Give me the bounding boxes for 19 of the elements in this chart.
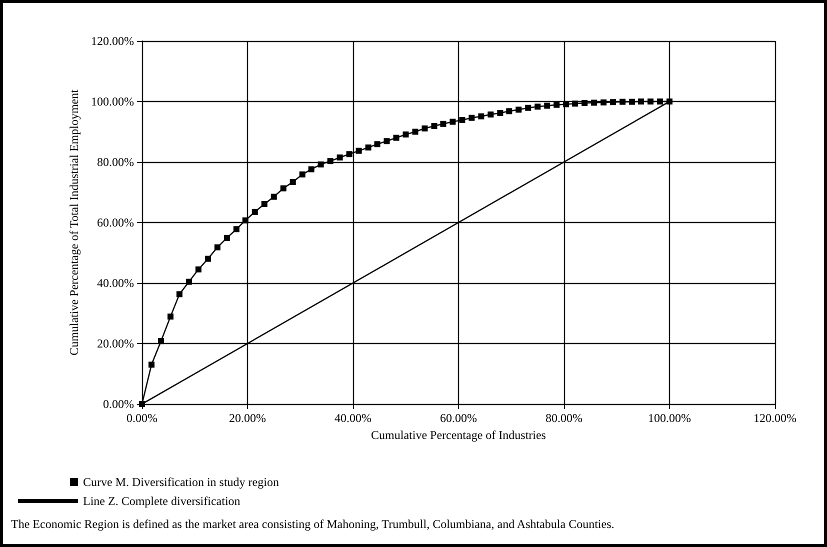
x-tick-label: 100.00% bbox=[648, 411, 691, 425]
x-tick-label: 20.00% bbox=[229, 411, 266, 425]
y-tick-label: 120.00% bbox=[91, 34, 134, 48]
y-tick-label: 40.00% bbox=[97, 276, 134, 290]
legend-label: Line Z. Complete diversification bbox=[83, 494, 240, 508]
y-tick-label: 80.00% bbox=[97, 155, 134, 169]
x-tick-label: 120.00% bbox=[754, 411, 796, 425]
y-tick-label: 20.00% bbox=[97, 336, 134, 350]
x-tick-label: 60.00% bbox=[440, 411, 477, 425]
x-tick-label: 0.00% bbox=[126, 411, 158, 425]
y-axis-title: Cumulative Percentage of Total Industrial Employment bbox=[67, 88, 82, 356]
y-tick-label: 100.00% bbox=[91, 94, 134, 108]
x-tick-label: 40.00% bbox=[334, 411, 372, 425]
y-tick-label: 60.00% bbox=[97, 216, 134, 230]
x-axis-title: Cumulative Percentage of Industries bbox=[371, 428, 546, 442]
legend-label: Curve M. Diversification in study region bbox=[83, 475, 279, 489]
text: The Economic Region is defined as the market area consisting of Mahoning, Trumbull, Columbiana, and Ashtabula Counties. bbox=[11, 517, 614, 531]
x-tick-label: 80.00% bbox=[546, 411, 582, 425]
y-tick-label: 0.00% bbox=[103, 397, 134, 411]
